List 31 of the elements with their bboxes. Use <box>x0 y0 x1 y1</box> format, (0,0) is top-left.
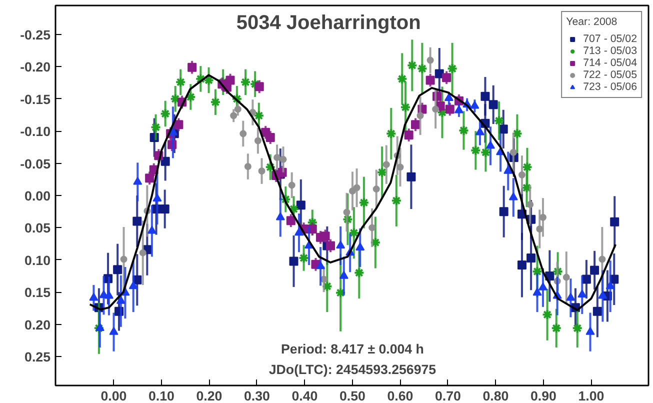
legend-label: 723 - 05/06 <box>583 81 637 93</box>
annotation: JDo(LTC): 2454593.256975 <box>268 362 437 377</box>
chart-title: 5034 Joeharrington <box>236 12 421 34</box>
annotation: Period: 8.417 ± 0.004 h <box>281 341 424 356</box>
y-tick-label: -0.10 <box>20 124 51 140</box>
x-tick-label: 0.90 <box>530 388 556 403</box>
x-tick-label: 0.30 <box>244 388 270 403</box>
x-tick-label: 0.50 <box>340 388 366 403</box>
x-tick-label: 0.40 <box>292 388 318 403</box>
x-tick-label: 0.70 <box>435 388 461 403</box>
legend-title: Year: 2008 <box>566 16 618 28</box>
legend-label: 707 - 05/02 <box>583 33 637 45</box>
x-tick-label: 0.80 <box>482 388 509 403</box>
legend-label: 722 - 05/05 <box>583 69 637 81</box>
y-tick-label: 0.20 <box>24 317 51 332</box>
y-tick-label: -0.25 <box>20 27 52 42</box>
y-tick-label: 0.05 <box>24 220 52 236</box>
legend-label: 713 - 05/03 <box>583 45 637 57</box>
y-tick-label: -0.05 <box>20 156 52 172</box>
y-tick-label: 0.10 <box>24 252 51 268</box>
x-tick-label: 0.20 <box>196 388 222 403</box>
y-tick-label: -0.15 <box>20 92 52 107</box>
legend-label: 714 - 05/04 <box>583 57 637 69</box>
y-tick-label: -0.20 <box>20 60 51 75</box>
x-tick-label: 1.00 <box>578 388 604 403</box>
y-tick-label: 0.00 <box>24 188 51 204</box>
y-tick-label: 0.25 <box>24 350 52 365</box>
x-tick-label: 0.00 <box>100 388 127 403</box>
y-tick-label: 0.15 <box>24 285 52 300</box>
x-tick-label: 0.60 <box>387 388 414 403</box>
x-tick-label: 0.10 <box>148 388 174 403</box>
